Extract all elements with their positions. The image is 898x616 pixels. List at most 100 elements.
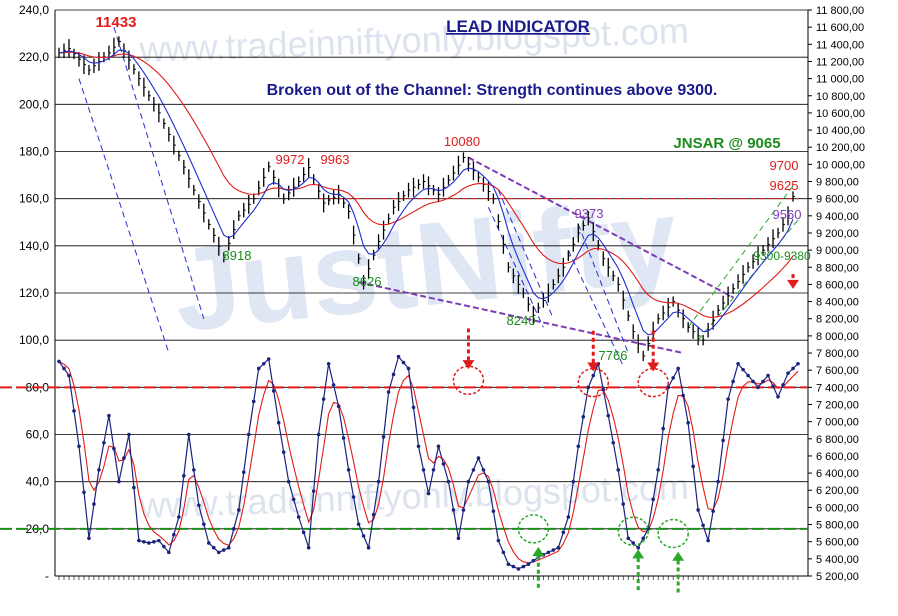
oscillator-point (511, 564, 516, 569)
right-tick-label: 9 600,00 (816, 194, 859, 206)
left-tick-label: 40,0 (26, 475, 50, 489)
oscillator-point (187, 432, 191, 437)
oscillator-point (781, 383, 785, 387)
right-tick-label: 9 400,00 (816, 211, 859, 223)
right-tick-label: 7 200,00 (816, 399, 859, 411)
oscillator-point (701, 523, 705, 528)
left-tick-label: 240,0 (19, 3, 49, 17)
oscillator-point (571, 479, 576, 484)
oscillator-series (0, 354, 808, 571)
left-tick-label: 200,0 (19, 97, 49, 111)
sell-arrow-head (587, 362, 600, 372)
oscillator-point (761, 379, 765, 384)
oscillator-point (551, 548, 556, 552)
oscillator-point (676, 366, 680, 371)
oscillator-point (591, 373, 596, 378)
oscillator-point (796, 361, 800, 366)
oscillator-point (371, 512, 376, 517)
oscillator-point (446, 479, 451, 484)
oscillator-point (656, 468, 660, 472)
right-tick-label: 6 400,00 (816, 468, 859, 480)
oscillator-point (736, 361, 740, 366)
oscillator-point (491, 509, 496, 513)
oscillator-point (157, 538, 161, 543)
oscillator-point (671, 376, 675, 380)
right-tick-label: 8 800,00 (816, 262, 859, 274)
oscillator-point (636, 545, 641, 550)
chart-subtitle: Broken out of the Channel: Strength cont… (267, 82, 718, 99)
oscillator-point (476, 456, 481, 460)
oscillator-point (291, 497, 296, 502)
oscillator-point (731, 379, 735, 384)
annotation-9963: 9963 (321, 152, 350, 167)
oscillator-point (336, 404, 341, 409)
oscillator-point (112, 446, 116, 451)
left-tick-label: 100,0 (19, 333, 49, 347)
annotation-8626: 8626 (353, 274, 382, 289)
oscillator-point (202, 522, 206, 526)
right-tick-label: 6 200,00 (816, 485, 859, 497)
oscillator-point (192, 468, 196, 472)
left-tick-label: - (45, 569, 49, 583)
oscillator-point (261, 361, 266, 366)
oscillator-point (641, 536, 646, 541)
oscillator-point (351, 495, 356, 499)
oscillator-point (107, 413, 111, 418)
right-tick-label: 10 000,00 (816, 159, 865, 171)
oscillator-point (766, 373, 770, 378)
oscillator-point (231, 527, 236, 531)
oscillator-point (726, 397, 730, 401)
annotation-9625: 9625 (770, 178, 799, 193)
oscillator-point (706, 538, 710, 543)
oscillator-point (132, 485, 136, 490)
oscillator-point (401, 360, 406, 365)
oscillator-point (721, 438, 725, 443)
oscillator-point (396, 354, 401, 359)
right-tick-label: 11 800,00 (816, 5, 864, 17)
chart-title: LEAD INDICATOR (446, 17, 590, 36)
annotation-9700: 9700 (770, 158, 799, 173)
right-tick-label: 10 800,00 (816, 91, 865, 103)
fast-moving-average (58, 49, 794, 336)
channel-upper-1 (113, 27, 205, 319)
oscillator-point (142, 540, 146, 544)
oscillator-point (601, 387, 606, 392)
annotation-9560: 9560 (773, 207, 802, 222)
oscillator-point (172, 532, 176, 537)
oscillator-point (356, 522, 361, 526)
oscillator-point (182, 473, 186, 478)
oscillator-point (506, 562, 511, 567)
oscillator-point (421, 468, 426, 472)
left-tick-label: 120,0 (19, 286, 49, 300)
oscillator-point (406, 366, 411, 371)
oscillator-point (127, 432, 131, 437)
annotation-9972: 9972 (276, 152, 305, 167)
oscillator-point (776, 394, 780, 399)
oscillator-point (301, 530, 306, 535)
oscillator-point (226, 545, 231, 550)
buy-signal-circle (617, 516, 649, 546)
channel-lower-3 (567, 249, 624, 367)
oscillator-point (471, 468, 476, 472)
oscillator-point (177, 515, 181, 519)
right-tick-label: 6 600,00 (816, 451, 859, 463)
annotation-9300-9380: 9300-9380 (753, 249, 811, 263)
oscillator-point (441, 462, 446, 466)
oscillator-point (426, 491, 431, 496)
right-tick-label: 10 200,00 (816, 142, 865, 154)
oscillator-point (211, 545, 216, 550)
annotation-7766: 7766 (599, 348, 628, 363)
oscillator-point (791, 366, 795, 371)
oscillator-point (276, 420, 281, 425)
right-tick-label: 6 800,00 (816, 434, 859, 446)
oscillator-point (716, 479, 720, 484)
left-tick-label: 160,0 (19, 192, 49, 206)
oscillator-point (281, 450, 286, 454)
oscillator-point (87, 536, 91, 541)
right-tick-label: 11 400,00 (816, 39, 864, 51)
oscillator-point (661, 426, 665, 431)
oscillator-point (246, 432, 251, 437)
oscillator-point (416, 444, 421, 449)
